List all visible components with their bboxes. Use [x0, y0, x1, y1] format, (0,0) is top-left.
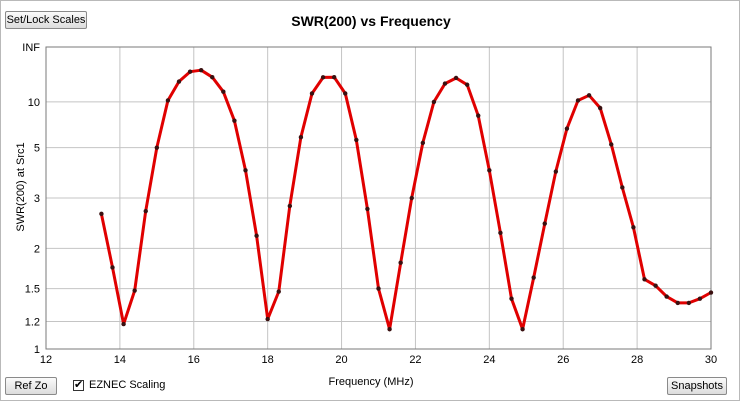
- data-point: [132, 288, 137, 293]
- data-point: [409, 195, 414, 201]
- data-point: [442, 81, 448, 86]
- data-point: [398, 260, 403, 265]
- data-point: [165, 98, 171, 103]
- data-point: [498, 230, 503, 236]
- data-point: [265, 316, 270, 322]
- data-point: [210, 75, 215, 80]
- x-axis-label: Frequency (MHz): [328, 376, 414, 388]
- x-tick-label: 12: [40, 354, 52, 366]
- x-tick-label: 20: [335, 354, 347, 366]
- x-tick-label: 30: [705, 354, 717, 366]
- data-point: [331, 75, 337, 80]
- data-point: [575, 98, 581, 103]
- data-point: [642, 277, 647, 282]
- data-point: [110, 265, 115, 270]
- x-tick-label: 22: [409, 354, 421, 366]
- eznec-scaling-label: EZNEC Scaling: [89, 379, 166, 391]
- y-tick-label: 1: [34, 344, 40, 356]
- data-point: [509, 296, 514, 301]
- data-point: [176, 79, 182, 84]
- data-point: [620, 185, 625, 190]
- data-point: [298, 134, 304, 140]
- data-point: [232, 118, 237, 123]
- data-point: [354, 137, 359, 143]
- data-point: [154, 145, 160, 150]
- data-point: [697, 296, 703, 301]
- data-point: [564, 126, 570, 131]
- data-point: [420, 140, 426, 146]
- data-point: [287, 203, 293, 209]
- data-point: [586, 93, 592, 98]
- data-point: [121, 321, 126, 327]
- data-point: [365, 206, 370, 212]
- data-point: [476, 113, 481, 118]
- y-tick-label: 5: [34, 143, 40, 155]
- x-tick-label: 26: [557, 354, 569, 366]
- data-point: [198, 68, 204, 73]
- chart-title: SWR(200) vs Frequency: [291, 13, 451, 29]
- data-point: [276, 289, 281, 294]
- snapshots-button[interactable]: Snapshots: [667, 377, 727, 395]
- data-point: [553, 169, 559, 174]
- data-point: [453, 75, 459, 81]
- data-point: [708, 290, 714, 295]
- data-point: [309, 91, 315, 96]
- data-point: [487, 168, 492, 173]
- ref-zo-button[interactable]: Ref Zo: [5, 377, 57, 395]
- data-point: [542, 221, 547, 226]
- data-point: [221, 89, 226, 94]
- x-tick-label: 16: [188, 354, 200, 366]
- data-point: [531, 275, 536, 280]
- set-lock-scales-button[interactable]: Set/Lock Scales: [5, 11, 87, 29]
- data-point: [520, 327, 525, 332]
- x-tick-label: 14: [114, 354, 126, 366]
- data-point: [431, 99, 437, 105]
- data-point: [254, 233, 259, 238]
- y-tick-label: 1.2: [25, 317, 40, 329]
- data-point: [143, 208, 148, 214]
- data-point: [686, 300, 692, 306]
- data-point: [675, 300, 680, 306]
- x-tick-label: 24: [483, 354, 495, 366]
- data-point: [609, 142, 614, 147]
- checkbox-check-icon[interactable]: [73, 378, 84, 391]
- data-point: [597, 105, 603, 111]
- data-point: [376, 286, 381, 291]
- data-point: [631, 225, 636, 230]
- data-point: [343, 91, 348, 96]
- data-point: [243, 168, 248, 173]
- data-point: [387, 327, 392, 332]
- data-point: [187, 69, 193, 74]
- x-tick-label: 18: [262, 354, 274, 366]
- y-tick-label: 3: [34, 193, 40, 205]
- y-tick-label: 10: [28, 97, 40, 109]
- data-point: [664, 294, 669, 299]
- data-point: [320, 75, 326, 80]
- plot-border: [45, 46, 712, 350]
- x-tick-label: 28: [631, 354, 643, 366]
- y-tick-label: 1.5: [25, 284, 40, 296]
- data-point: [99, 211, 104, 217]
- data-point: [653, 283, 658, 288]
- y-tick-label: 2: [34, 243, 40, 255]
- data-point: [464, 82, 470, 87]
- y-tick-label: INF: [22, 42, 40, 54]
- eznec-scaling-checkbox[interactable]: EZNEC Scaling: [73, 378, 166, 391]
- y-axis-label: SWR(200) at Src1: [15, 142, 27, 232]
